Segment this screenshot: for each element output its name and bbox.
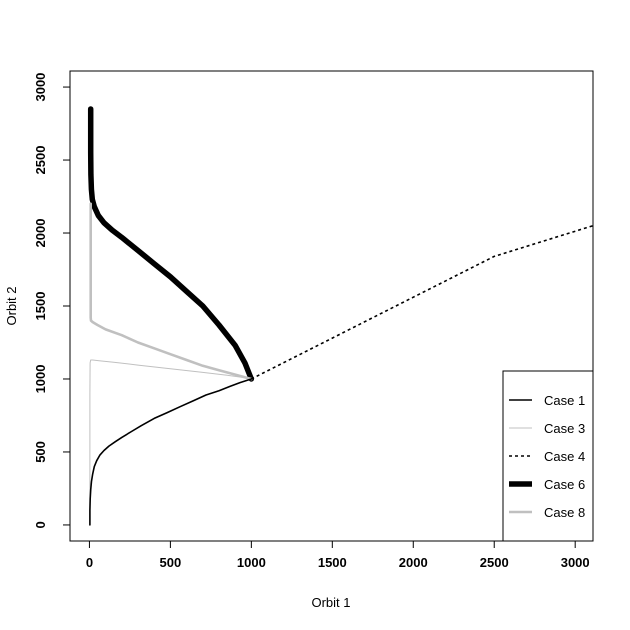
series-line-case-6 bbox=[87, 106, 255, 382]
y-axis-title: Orbit 2 bbox=[4, 286, 19, 325]
x-tick-label: 1500 bbox=[318, 555, 347, 570]
x-tick-label: 3000 bbox=[561, 555, 590, 570]
x-tick-label: 500 bbox=[160, 555, 182, 570]
y-axis: 0 500 1000 1500 2000 2500 3000 bbox=[33, 73, 70, 529]
x-axis-title: Orbit 1 bbox=[311, 595, 350, 610]
y-tick-label: 2000 bbox=[33, 219, 48, 248]
x-tick-label: 2500 bbox=[480, 555, 509, 570]
y-tick-label: 1500 bbox=[33, 292, 48, 321]
series-line-case-1 bbox=[89, 378, 253, 526]
series-line-case-4 bbox=[250, 224, 593, 380]
legend-label: Case 6 bbox=[544, 477, 585, 492]
legend: Case 1 Case 3 Case 4 Case 6 Case 8 bbox=[502, 370, 594, 542]
y-tick-label: 3000 bbox=[33, 73, 48, 102]
x-tick-label: 0 bbox=[86, 555, 93, 570]
x-axis: 0 500 1000 1500 2000 2500 3000 bbox=[86, 541, 590, 570]
legend-label: Case 8 bbox=[544, 505, 585, 520]
y-tick-label: 0 bbox=[33, 521, 48, 528]
legend-label: Case 1 bbox=[544, 393, 585, 408]
y-tick-label: 2500 bbox=[33, 146, 48, 175]
series-line-case-3 bbox=[89, 359, 252, 526]
y-tick-label: 500 bbox=[33, 441, 48, 463]
legend-label: Case 4 bbox=[544, 449, 585, 464]
x-tick-label: 2000 bbox=[399, 555, 428, 570]
series-layer bbox=[87, 106, 593, 526]
y-tick-label: 1000 bbox=[33, 365, 48, 394]
x-tick-label: 1000 bbox=[237, 555, 266, 570]
series-line-case-8 bbox=[89, 202, 253, 381]
legend-label: Case 3 bbox=[544, 421, 585, 436]
